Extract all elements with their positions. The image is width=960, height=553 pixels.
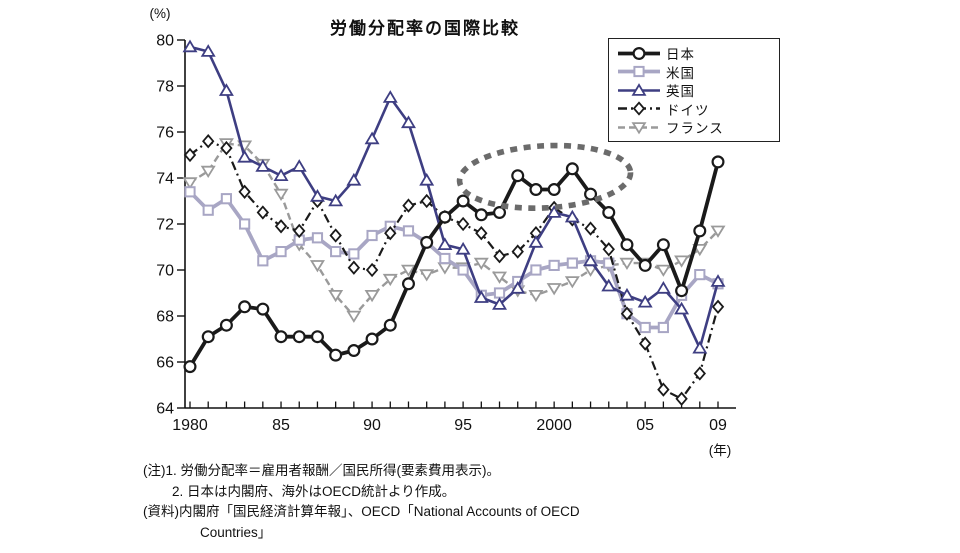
y-tick-label: 66 xyxy=(156,355,174,372)
y-tick-label: 72 xyxy=(156,217,174,234)
x-tick-label: 85 xyxy=(272,417,290,434)
legend-item-france: フランス xyxy=(617,118,771,137)
x-tick-label: 90 xyxy=(363,417,381,434)
x-tick-label: 05 xyxy=(636,417,654,434)
source-notes: (注)1. 労働分配率＝雇用者報酬／国民所得(要素費用表示)。 2. 日本は内閣… xyxy=(143,461,580,543)
highlight-ellipse xyxy=(456,142,634,211)
legend-swatch-japan xyxy=(618,46,660,60)
y-tick-label: 78 xyxy=(156,79,174,96)
y-tick-label: 76 xyxy=(156,125,174,142)
note-line-1: (注)1. 労働分配率＝雇用者報酬／国民所得(要素費用表示)。 xyxy=(143,463,500,478)
legend-label-uk: 英国 xyxy=(666,84,695,100)
percent-unit-label: (%) xyxy=(150,6,171,21)
legend-label-germany: ドイツ xyxy=(666,102,710,118)
legend-swatch-germany xyxy=(618,101,660,116)
legend-swatch-uk xyxy=(618,82,660,96)
x-tick-label: 2000 xyxy=(536,417,572,434)
note-line-4: Countries」 xyxy=(200,524,272,540)
y-tick-label: 80 xyxy=(156,33,174,50)
legend-swatch-france xyxy=(618,121,660,135)
y-tick-label: 74 xyxy=(156,171,174,188)
legend-box: 日本米国英国ドイツフランス xyxy=(608,38,780,142)
x-tick-label: 1980 xyxy=(172,417,208,434)
series-japan xyxy=(183,155,725,374)
legend-item-us: 米国 xyxy=(617,63,771,82)
legend-label-us: 米国 xyxy=(666,65,695,81)
legend-label-japan: 日本 xyxy=(666,47,695,63)
legend-item-uk: 英国 xyxy=(617,81,771,100)
legend-item-germany: ドイツ xyxy=(617,100,771,119)
series-uk xyxy=(182,39,726,354)
x-tick-label: 95 xyxy=(454,417,472,434)
y-tick-label: 68 xyxy=(156,309,174,326)
legend-swatch-us xyxy=(618,66,660,78)
year-unit-label: (年) xyxy=(709,443,732,458)
note-line-2: 2. 日本は内閣府、海外はOECD統計より作成。 xyxy=(172,483,456,499)
legend-label-france: フランス xyxy=(666,121,724,137)
y-tick-label: 70 xyxy=(156,263,174,280)
x-tick-label: 09 xyxy=(709,417,727,434)
legend-item-japan: 日本 xyxy=(617,44,771,63)
y-tick-label: 64 xyxy=(156,401,174,418)
chart-title: 労働分配率の国際比較 xyxy=(330,19,520,38)
note-line-3: (資料)内閣府「国民経済計算年報」、OECD「National Accounts… xyxy=(143,504,580,519)
